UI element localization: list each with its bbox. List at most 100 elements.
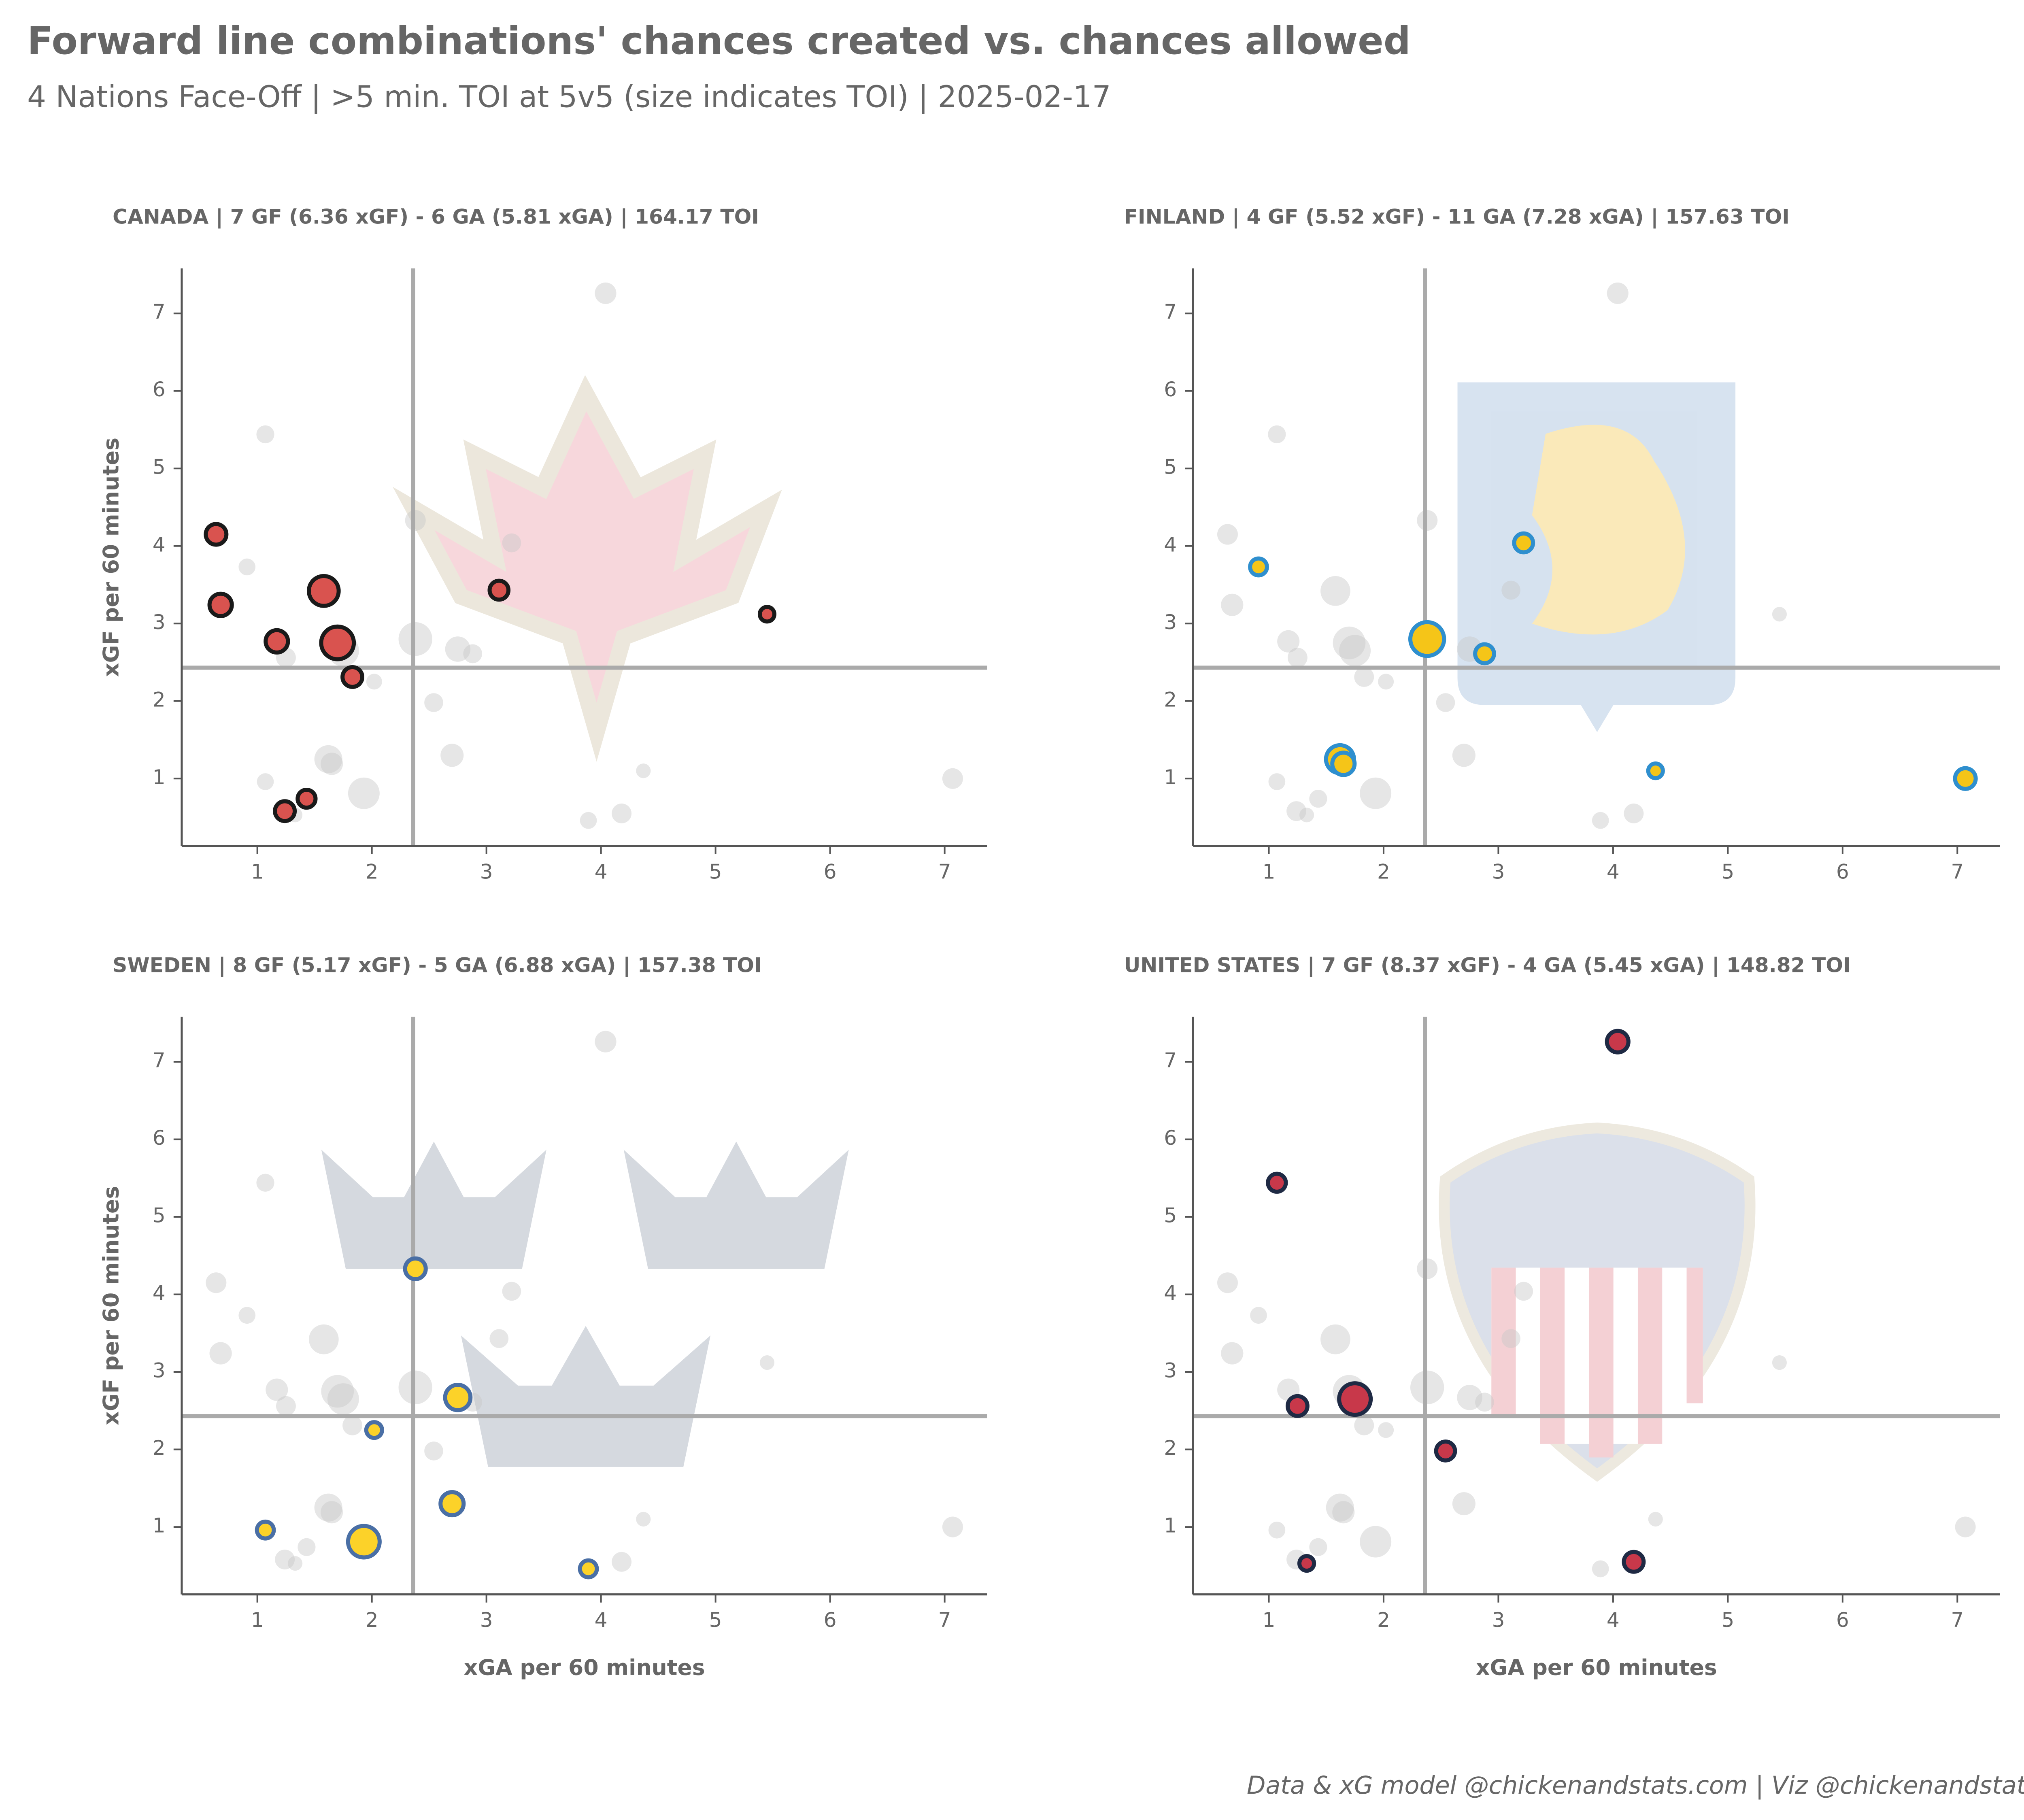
background-point: [1955, 1516, 1976, 1537]
point: [1248, 556, 1269, 578]
point: [364, 1420, 384, 1440]
y-tick-label: 4: [1164, 1281, 1177, 1305]
point: [207, 591, 234, 618]
background-point: [1268, 773, 1286, 790]
point: [306, 574, 341, 608]
background-point: [595, 282, 617, 304]
y-tick-label: 7: [1164, 1048, 1177, 1072]
x-tick-label: 1: [1263, 859, 1276, 883]
point: [1953, 766, 1978, 791]
background-point: [1501, 1329, 1520, 1348]
y-axis-label: xGF per 60 minutes: [98, 1186, 124, 1425]
x-tick-label: 3: [1492, 1608, 1505, 1632]
background-point: [612, 804, 632, 823]
x-tick-label: 5: [1721, 1608, 1734, 1632]
background-point: [321, 753, 343, 775]
background-point: [440, 744, 464, 767]
chart-title: Forward line combinations' chances creat…: [27, 19, 1411, 63]
background-point: [257, 773, 274, 790]
background-point: [1772, 607, 1787, 622]
x-tick-label: 4: [1607, 859, 1620, 883]
y-tick-label: 6: [1164, 377, 1177, 401]
point: [273, 799, 297, 823]
point: [1330, 751, 1357, 777]
point: [1434, 1439, 1457, 1463]
background-point: [1417, 1258, 1438, 1279]
y-tick-label: 2: [1164, 687, 1177, 711]
point: [1605, 1029, 1631, 1055]
point: [443, 1382, 473, 1412]
y-tick-label: 2: [153, 687, 166, 711]
background-point: [321, 1375, 354, 1408]
y-tick-label: 3: [153, 1359, 166, 1382]
background-point: [1287, 648, 1308, 668]
x-tick-label: 5: [1721, 859, 1734, 883]
canada-logo: [393, 375, 782, 762]
background-point: [238, 1307, 256, 1324]
background-point: [1326, 1493, 1354, 1522]
x-axis-label: xGA per 60 minutes: [464, 1655, 705, 1680]
background-point: [1333, 626, 1366, 659]
point: [1622, 1550, 1646, 1574]
background-point: [209, 1342, 232, 1365]
background-point: [1417, 510, 1438, 531]
background-point: [1320, 576, 1350, 606]
y-tick-label: 5: [1164, 1203, 1177, 1227]
background-point: [348, 777, 380, 809]
point: [264, 628, 290, 655]
y-tick-label: 4: [153, 532, 166, 556]
point: [487, 578, 511, 602]
background-point: [595, 1031, 617, 1052]
background-point: [366, 674, 382, 690]
x-tick-label: 3: [1492, 859, 1505, 883]
background-point: [1332, 1501, 1355, 1524]
y-tick-label: 7: [153, 1048, 166, 1072]
point: [1337, 1381, 1373, 1417]
background-point: [275, 1550, 295, 1569]
point: [1512, 531, 1535, 555]
x-tick-label: 2: [366, 1608, 378, 1632]
background-point: [1378, 674, 1394, 690]
y-tick-label: 2: [1164, 1436, 1177, 1460]
point: [1297, 1554, 1316, 1573]
background-point: [445, 636, 471, 662]
background-point: [206, 1272, 227, 1293]
background-point: [502, 1282, 521, 1301]
x-tick-label: 1: [251, 1608, 264, 1632]
background-point: [398, 1370, 432, 1405]
x-tick-label: 3: [480, 1608, 493, 1632]
sweden-logo: [321, 1142, 849, 1467]
y-tick-label: 1: [1164, 1514, 1177, 1537]
background-point: [1339, 635, 1371, 667]
background-point: [1410, 1370, 1444, 1405]
x-tick-label: 4: [595, 1608, 608, 1632]
background-point: [1624, 804, 1644, 823]
subplot-title: SWEDEN | 8 GF (5.17 xGF) - 5 GA (6.88 xG…: [113, 953, 762, 977]
x-tick-label: 4: [1607, 1608, 1620, 1632]
x-tick-label: 1: [251, 859, 264, 883]
x-tick-label: 5: [709, 859, 722, 883]
y-tick-label: 3: [153, 610, 166, 634]
background-point: [398, 622, 432, 656]
background-point: [256, 1174, 274, 1192]
background-point: [502, 533, 521, 553]
x-tick-label: 5: [709, 1608, 722, 1632]
background-point: [1378, 1422, 1394, 1438]
x-tick-label: 7: [938, 1608, 951, 1632]
finland-logo: [1457, 382, 1736, 732]
y-tick-label: 6: [1164, 1126, 1177, 1150]
background-point: [1309, 789, 1327, 808]
background-point: [1217, 524, 1238, 545]
background-point: [463, 644, 483, 663]
y-tick-label: 4: [1164, 532, 1177, 556]
x-tick-label: 3: [480, 859, 493, 883]
background-point: [759, 1355, 775, 1370]
y-tick-label: 7: [1164, 300, 1177, 324]
background-point: [1501, 580, 1520, 600]
background-point: [298, 1538, 316, 1556]
background-point: [1309, 1538, 1327, 1556]
background-point: [424, 693, 443, 712]
y-tick-label: 7: [153, 300, 166, 324]
point: [346, 1524, 382, 1560]
